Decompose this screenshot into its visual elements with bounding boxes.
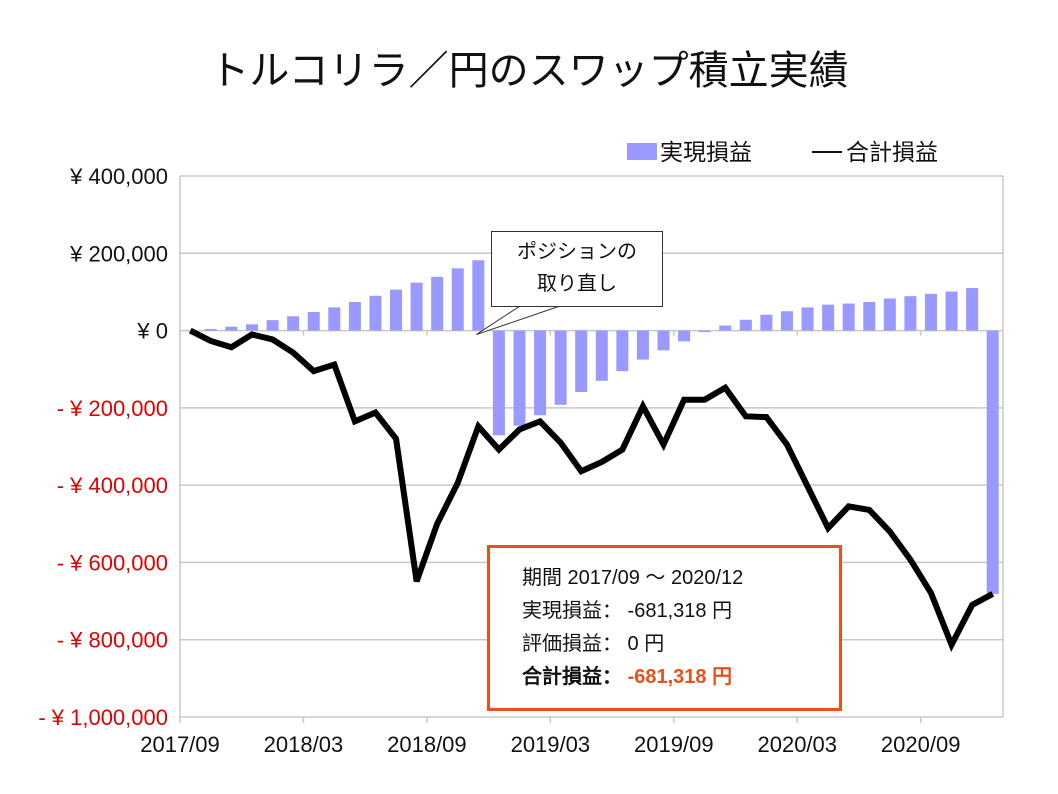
x-tick-label: 2019/09 [634, 732, 714, 757]
chart-title: トルコリラ／円のスワップ積立実績 [209, 49, 849, 93]
total-label: 合計損益： [522, 666, 622, 688]
bar [287, 316, 300, 331]
bar [945, 291, 958, 331]
y-tick-label: - ¥ 1,000,000 [38, 705, 168, 730]
bar [883, 298, 896, 331]
y-tick-label: ¥ 200,000 [69, 241, 168, 266]
annotation-line2: 取り直し [537, 273, 617, 295]
realized-text: 実現損益： -681,318 円 [522, 600, 733, 622]
bar [451, 268, 464, 331]
bar [739, 319, 752, 331]
x-tick-label: 2018/03 [264, 732, 344, 757]
x-tick-label: 2020/03 [757, 732, 837, 757]
bar [698, 330, 711, 333]
bar [492, 330, 505, 436]
bar [822, 304, 835, 331]
y-tick-label: ¥ 400,000 [69, 164, 168, 189]
bar [246, 324, 259, 331]
x-tick-label: 2020/09 [881, 732, 961, 757]
bar [966, 288, 979, 331]
y-tick-label: - ¥ 200,000 [57, 396, 168, 421]
bar [307, 312, 320, 331]
annotation-line1: ポジションの [517, 241, 637, 263]
bar [636, 330, 649, 360]
bar [225, 326, 238, 331]
annotation-callout: ポジションの 取り直し [491, 231, 663, 307]
bar [204, 329, 217, 331]
bar [616, 330, 629, 372]
total-line [188, 327, 995, 652]
y-tick-label: - ¥ 600,000 [57, 550, 168, 575]
total-value: -681,318 円 [627, 666, 733, 688]
bar [328, 307, 341, 331]
bar [924, 293, 937, 331]
bar [801, 307, 814, 331]
bar [657, 330, 670, 351]
bar [719, 325, 732, 331]
y-tick-label: - ¥ 800,000 [57, 628, 168, 653]
summary-box: 期間 2017/09 ～ 2020/12 実現損益： -681,318 円 評価… [487, 545, 842, 711]
legend-line-label: 合計損益 [846, 139, 938, 165]
bar [266, 320, 279, 331]
x-tick-label: 2018/09 [387, 732, 467, 757]
bar [513, 330, 526, 426]
bar [986, 330, 999, 594]
bar [760, 314, 773, 331]
bar [780, 311, 793, 331]
bar [390, 289, 403, 331]
bar [863, 301, 876, 331]
bar [678, 330, 691, 342]
bar [348, 301, 361, 331]
bar [595, 330, 608, 381]
legend-bar-swatch [627, 143, 657, 160]
bar [534, 330, 547, 416]
bar [369, 295, 382, 331]
bar [410, 282, 423, 331]
bar [554, 330, 567, 405]
x-tick-label: 2019/03 [511, 732, 591, 757]
bar [472, 260, 485, 331]
unrealized-text: 評価損益： 0 円 [522, 633, 665, 655]
x-tick-label: 2017/09 [140, 732, 220, 757]
bar [842, 303, 855, 331]
bar [431, 276, 444, 331]
bar [575, 330, 588, 393]
legend-bar-label: 実現損益 [660, 139, 752, 165]
y-tick-label: ¥ 0 [136, 319, 168, 344]
y-tick-label: - ¥ 400,000 [57, 473, 168, 498]
bar [904, 296, 917, 331]
period-text: 期間 2017/09 ～ 2020/12 [522, 567, 744, 589]
